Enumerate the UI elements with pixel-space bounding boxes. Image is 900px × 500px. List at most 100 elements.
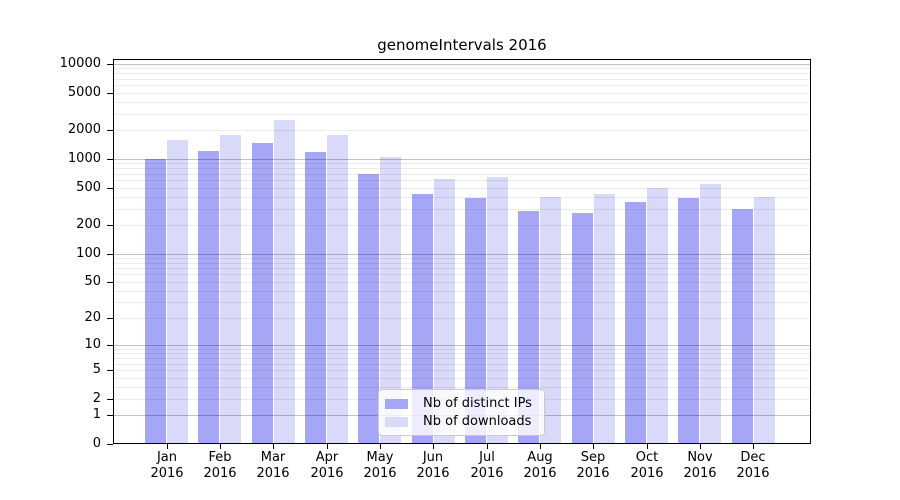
y-tick-label: 1000 — [67, 151, 101, 166]
y-tick-label: 200 — [76, 217, 101, 232]
y-tick-label: 2 — [92, 391, 101, 406]
bar-nb-of-distinct-ips-aug — [518, 211, 540, 444]
bar-nb-of-distinct-ips-mar — [251, 143, 273, 444]
bar-nb-of-downloads-nov — [700, 184, 722, 444]
gridline-minor — [113, 101, 811, 103]
bar-nb-of-downloads-aug — [540, 196, 562, 444]
grid-layer — [113, 59, 811, 444]
y-tick — [107, 415, 113, 416]
bar-nb-of-downloads-jun — [433, 178, 455, 444]
gridline-minor — [113, 130, 811, 132]
gridline-major — [113, 345, 811, 347]
x-tick — [327, 444, 328, 449]
bar-nb-of-distinct-ips-sep — [571, 212, 593, 444]
x-tick-label-aug: Aug 2016 — [523, 450, 557, 481]
gridline-minor — [113, 363, 811, 365]
gridline-minor — [113, 377, 811, 379]
gridline-minor — [113, 196, 811, 198]
x-tick-label-apr: Apr 2016 — [310, 450, 344, 481]
bar-nb-of-downloads-mar — [273, 120, 295, 444]
y-tick — [107, 93, 113, 94]
bar-nb-of-distinct-ips-jan — [145, 158, 167, 444]
y-tick — [107, 159, 113, 160]
x-tick — [220, 444, 221, 449]
y-tick — [107, 318, 113, 319]
gridline-minor — [113, 262, 811, 264]
x-tick — [647, 444, 648, 449]
bar-nb-of-downloads-feb — [220, 134, 242, 444]
y-tick-label: 50 — [84, 274, 101, 289]
y-tick-label: 1 — [92, 407, 101, 422]
x-tick-label-jan: Jan 2016 — [150, 450, 184, 481]
bars-layer — [113, 59, 811, 444]
y-tick — [107, 130, 113, 131]
bar-nb-of-downloads-oct — [647, 187, 669, 444]
gridline-minor — [113, 163, 811, 165]
gridline-major — [113, 64, 811, 65]
y-tick — [107, 399, 113, 400]
x-tick — [700, 444, 701, 449]
gridline-minor — [113, 274, 811, 276]
y-tick — [107, 188, 113, 189]
y-tick — [107, 345, 113, 346]
x-tick — [167, 444, 168, 449]
y-tick — [107, 225, 113, 226]
y-tick-label: 100 — [76, 246, 101, 261]
y-tick — [107, 370, 113, 371]
bar-nb-of-distinct-ips-jul — [465, 198, 487, 444]
gridline-minor — [113, 225, 811, 227]
legend-swatch-downloads — [385, 417, 408, 427]
gridline-minor — [113, 353, 811, 355]
gridline-minor — [113, 318, 811, 320]
gridline-minor — [113, 386, 811, 388]
gridline-minor — [113, 302, 811, 304]
gridline-minor — [113, 281, 811, 283]
y-tick-label: 0 — [92, 436, 101, 451]
y-tick-label: 10000 — [59, 56, 101, 71]
gridline-minor — [113, 113, 811, 115]
x-tick-label-may: May 2016 — [363, 450, 397, 481]
y-tick-label: 5 — [92, 362, 101, 377]
bar-nb-of-distinct-ips-dec — [731, 209, 753, 444]
x-tick — [753, 444, 754, 449]
gridline-minor — [113, 180, 811, 181]
x-tick — [273, 444, 274, 449]
gridline-minor — [113, 187, 811, 189]
y-tick — [107, 444, 113, 445]
y-tick-label: 20 — [84, 310, 101, 325]
gridline-minor — [113, 290, 811, 292]
legend-swatch-distinct-ips — [385, 399, 408, 409]
gridline-minor — [113, 85, 811, 87]
x-tick-label-mar: Mar 2016 — [256, 450, 290, 481]
legend-label-downloads: Nb of downloads — [423, 414, 532, 429]
y-tick — [107, 282, 113, 283]
bar-nb-of-downloads-jul — [487, 176, 509, 444]
bar-nb-of-distinct-ips-jun — [411, 193, 433, 444]
gridline-major — [113, 253, 811, 255]
bar-nb-of-downloads-may — [380, 157, 402, 444]
gridline-minor — [113, 92, 811, 94]
bar-nb-of-distinct-ips-nov — [678, 197, 700, 444]
x-tick-label-jul: Jul 2016 — [470, 450, 504, 481]
y-tick-label: 2000 — [67, 122, 101, 137]
bar-nb-of-downloads-sep — [593, 193, 615, 444]
gridline-minor — [113, 173, 811, 175]
plot-area — [113, 59, 811, 444]
gridline-minor — [113, 268, 811, 270]
bar-nb-of-distinct-ips-oct — [625, 202, 647, 444]
y-tick-label: 10 — [84, 337, 101, 352]
y-tick — [107, 64, 113, 65]
x-tick — [380, 444, 381, 449]
x-tick — [487, 444, 488, 449]
bar-nb-of-downloads-jan — [167, 139, 189, 444]
x-tick — [540, 444, 541, 449]
gridline-minor — [113, 358, 811, 360]
x-tick-label-jun: Jun 2016 — [416, 450, 450, 481]
gridline-minor — [113, 73, 811, 75]
x-tick-label-dec: Dec 2016 — [736, 450, 770, 481]
legend-item-distinct-ips: Nb of distinct IPs — [385, 395, 536, 413]
chart-title: genomeIntervals 2016 — [377, 36, 547, 54]
bar-nb-of-distinct-ips-apr — [305, 151, 327, 444]
legend-label-distinct-ips: Nb of distinct IPs — [423, 396, 532, 411]
